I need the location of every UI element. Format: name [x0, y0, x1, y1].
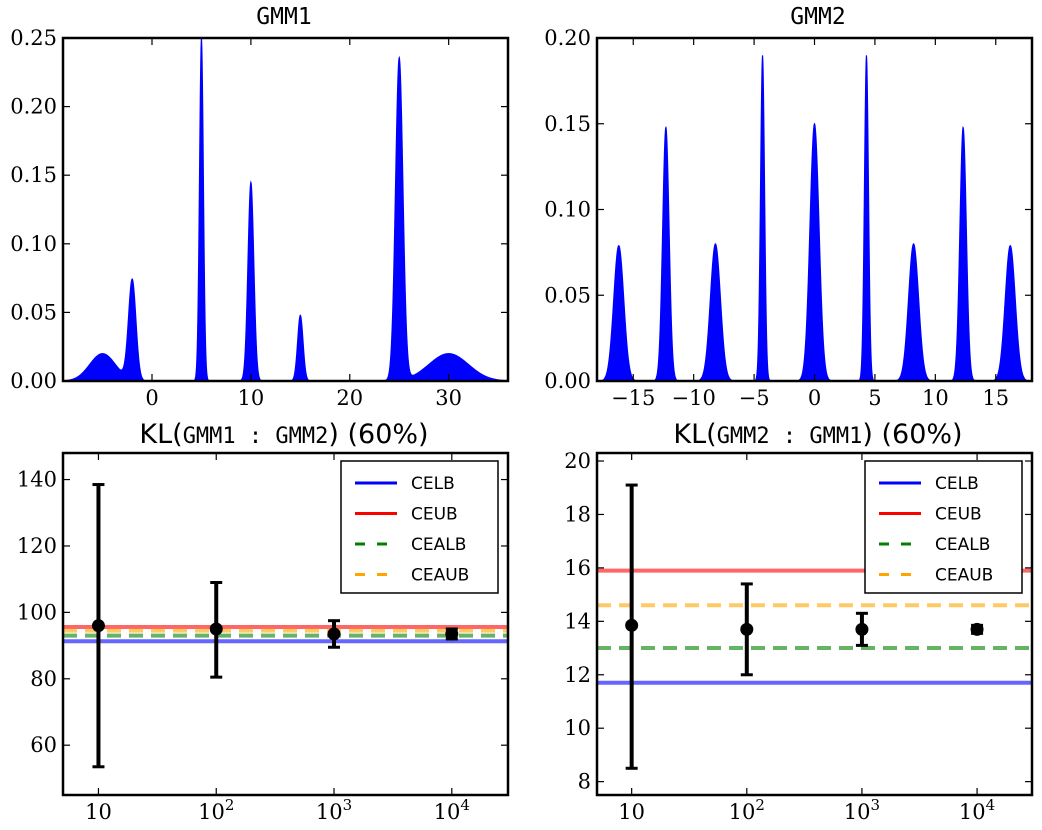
x-tick-label: −10	[672, 386, 716, 410]
data-point	[327, 627, 341, 641]
legend-label-ceaub: CEAUB	[935, 566, 993, 586]
legend-label-celb: CELB	[935, 474, 979, 494]
data-point	[855, 622, 869, 636]
x-tick-label: 15	[982, 386, 1009, 410]
x-tick-label: 0	[145, 386, 158, 410]
data-point	[625, 618, 639, 632]
y-tick-label: 16	[564, 556, 591, 580]
data-point	[445, 627, 459, 641]
y-tick-label: 18	[564, 502, 591, 526]
density-area	[63, 38, 508, 381]
plot-frame	[595, 451, 1034, 797]
legend-label-cealb: CEALB	[411, 535, 466, 555]
y-tick-label: 12	[564, 663, 591, 687]
y-tick-label: 140	[17, 468, 57, 492]
x-tick-label: −15	[611, 386, 655, 410]
y-tick-label: 0.25	[10, 26, 57, 50]
legend-label-celb: CELB	[411, 474, 455, 494]
kl12-panel: 10 102 103 104 60 80 100 120 140 CELB CEUB CEALB CEA…	[17, 451, 510, 824]
y-tick-label: 80	[30, 667, 57, 691]
x-tick-label: 102	[198, 796, 234, 824]
y-tick-label: 0.20	[544, 26, 591, 50]
x-tick-label: 104	[434, 796, 470, 824]
x-tick-label: 20	[336, 386, 363, 410]
y-tick-label: 0.05	[10, 300, 57, 324]
x-tick-label: 10	[922, 386, 949, 410]
y-tick-label: 60	[30, 733, 57, 757]
y-tick-label: 120	[17, 534, 57, 558]
legend-label-ceaub: CEAUB	[411, 566, 469, 586]
y-tick-label: 0.15	[544, 112, 591, 136]
x-tick-label: 104	[959, 796, 995, 824]
x-tick-label: 10	[85, 800, 112, 824]
x-tick-label: 102	[729, 796, 765, 824]
gmm2-title: GMM2	[790, 4, 845, 30]
y-tick-label: 0.10	[544, 198, 591, 222]
x-tick-label: 5	[868, 386, 881, 410]
legend-label-cealb: CEALB	[935, 535, 990, 555]
x-tick-label: −5	[739, 386, 770, 410]
x-tick-label: 103	[844, 796, 880, 824]
y-tick-label: 0.00	[544, 369, 591, 393]
legend-label-ceub: CEUB	[935, 505, 982, 525]
gmm1-density-panel: 0 10 20 30 0.00 0.05 0.10 0.15 0.20 0.25	[10, 26, 510, 410]
gmm2-density-panel: −15 −10 −5 0 5 10 15 0.00 0.05 0.10 0.15 0.20	[544, 26, 1034, 410]
y-tick-label: 20	[564, 449, 591, 473]
kl12-title: KL(GMM1 : GMM2) (60%)	[139, 419, 428, 450]
y-tick-label: 10	[564, 716, 591, 740]
plot-frame	[61, 36, 510, 383]
x-tick-label: 10	[618, 800, 645, 824]
kl21-title: KL(GMM2 : GMM1) (60%)	[673, 419, 962, 450]
data-point	[209, 622, 223, 636]
y-tick-label: 0.00	[10, 369, 57, 393]
x-tick-label: 30	[435, 386, 462, 410]
kl21-panel: 10 102 103 104 8 10 12 14 16 18 20 CELB CEUB CEALB CEA…	[564, 449, 1034, 824]
y-tick-label: 0.15	[10, 163, 57, 187]
legend-label-ceub: CEUB	[411, 505, 458, 525]
y-tick-label: 100	[17, 600, 57, 624]
y-tick-label: 0.20	[10, 95, 57, 119]
y-tick-label: 14	[564, 609, 591, 633]
y-tick-label: 0.05	[544, 283, 591, 307]
data-point	[91, 619, 105, 633]
plot-frame	[61, 451, 510, 797]
y-tick-label: 0.10	[10, 232, 57, 256]
data-point	[970, 622, 984, 636]
density-area	[597, 55, 1032, 381]
x-tick-label: 103	[316, 796, 352, 824]
x-tick-label: 0	[808, 386, 821, 410]
y-tick-label: 8	[578, 770, 591, 794]
gmm1-title: GMM1	[256, 4, 311, 30]
data-point	[740, 622, 754, 636]
x-tick-label: 10	[238, 386, 265, 410]
